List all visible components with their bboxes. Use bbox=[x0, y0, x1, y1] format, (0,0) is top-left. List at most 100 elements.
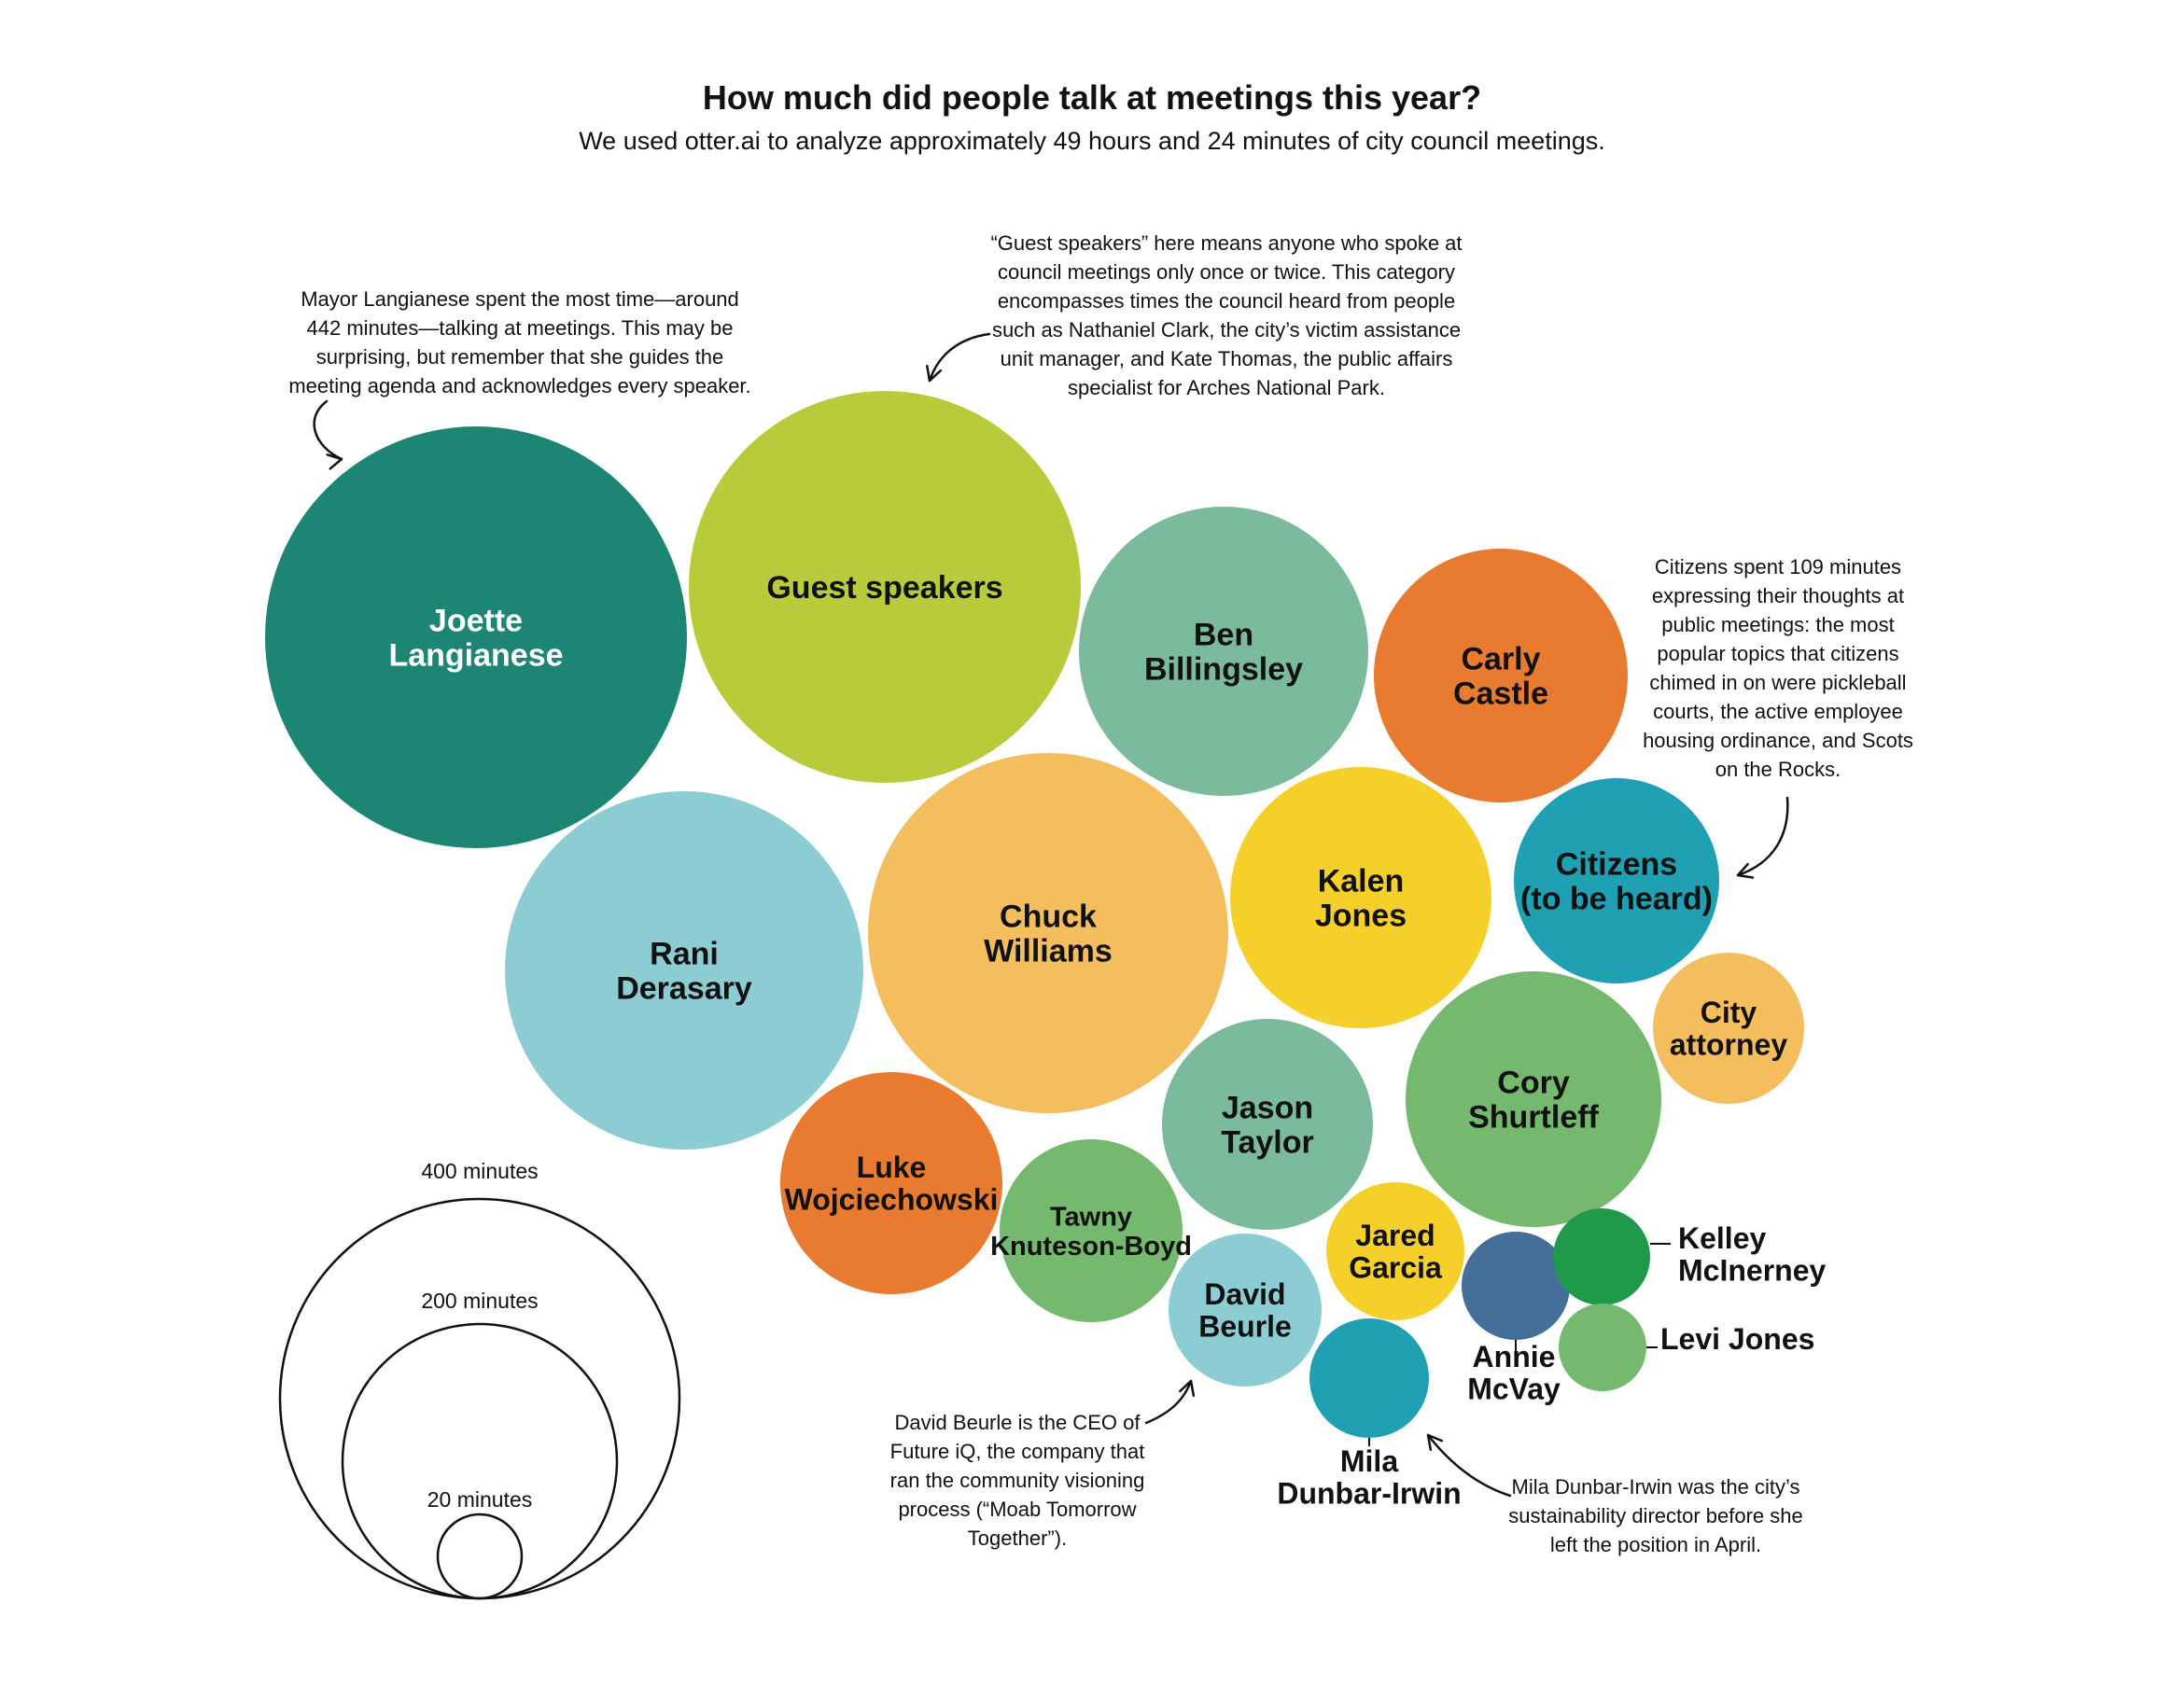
bubble-label-city-attorney: attorney bbox=[1670, 1027, 1787, 1061]
arrow-head-beurle bbox=[1179, 1379, 1196, 1397]
bubble-label-jared-garcia: Garcia bbox=[1349, 1250, 1442, 1284]
bubble-circle-jason-taylor bbox=[1162, 1019, 1373, 1230]
annotation-text-citizens: expressing their thoughts at bbox=[1652, 584, 1904, 607]
bubble-label-jason-taylor: Taylor bbox=[1221, 1124, 1314, 1160]
annotation-text-citizens: public meetings: the most bbox=[1661, 613, 1894, 636]
bubble-circle-annie-mcvay bbox=[1462, 1232, 1570, 1340]
annotation-text-citizens: popular topics that citizens bbox=[1657, 642, 1898, 665]
bubble-label-luke-wojciechowski: Wojciechowski bbox=[785, 1182, 999, 1216]
bubble-label-annie-mcvay: McVay bbox=[1467, 1373, 1561, 1406]
bubble-label-chuck-williams: Chuck bbox=[1000, 899, 1097, 935]
bubble-label-jared-garcia: Jared bbox=[1355, 1219, 1435, 1252]
annotation-text-beurle: process (“Moab Tomorrow bbox=[898, 1498, 1136, 1521]
bubble-citizens-to-be-heard: Citizens(to be heard) bbox=[1514, 778, 1719, 983]
annotation-text-guest: encompasses times the council heard from… bbox=[998, 289, 1455, 313]
annotation-text-mila: Mila Dunbar-Irwin was the city’s bbox=[1512, 1475, 1800, 1499]
bubble-circle-mila-dunbar-irwin bbox=[1309, 1318, 1429, 1438]
arrow-head-citizens bbox=[1736, 862, 1755, 879]
bubble-circle-cory-shurtleff bbox=[1406, 971, 1661, 1227]
arrow-head-mayor bbox=[326, 453, 343, 470]
legend-circle-200-minutes bbox=[341, 1322, 619, 1600]
bubble-label-joette-langianese: Joette bbox=[429, 604, 523, 639]
bubble-circle-citizens-to-be-heard bbox=[1514, 778, 1719, 983]
bubble-label-chuck-williams: Williams bbox=[984, 933, 1113, 969]
annotation-text-beurle: Together”). bbox=[968, 1527, 1067, 1550]
bubble-label-ben-billingsley: Billingsley bbox=[1144, 651, 1303, 687]
annotation-text-mayor: surprising, but remember that she guides… bbox=[316, 345, 724, 369]
bubble-label-citizens-to-be-heard: Citizens bbox=[1556, 847, 1677, 883]
bubble-label-david-beurle: David bbox=[1204, 1277, 1285, 1311]
bubble-label-mila-dunbar-irwin: Dunbar-Irwin bbox=[1277, 1477, 1461, 1511]
annotations-group: Mayor Langianese spent the most time—aro… bbox=[288, 231, 1913, 1556]
annotation-text-guest: unit manager, and Kate Thomas, the publi… bbox=[1001, 347, 1453, 370]
bubble-label-tawny-knuteson-boyd: Knuteson-Boyd bbox=[990, 1232, 1192, 1262]
bubble-label-cory-shurtleff: Cory bbox=[1497, 1066, 1570, 1101]
annotation-text-citizens: on the Rocks. bbox=[1715, 758, 1841, 781]
annotation-text-beurle: David Beurle is the CEO of bbox=[895, 1411, 1141, 1434]
bubble-label-kelley-mcinerney: McInerney bbox=[1678, 1254, 1826, 1288]
annotation-arrow-mila bbox=[1426, 1433, 1512, 1498]
annotation-text-citizens: chimed in on were pickleball bbox=[1649, 671, 1906, 694]
annotation-guest: “Guest speakers” here means anyone who s… bbox=[926, 231, 1463, 399]
bubble-label-levi-jones: Levi Jones bbox=[1660, 1322, 1814, 1356]
annotation-mayor: Mayor Langianese spent the most time—aro… bbox=[288, 287, 751, 470]
legend-label-20-minutes: 20 minutes bbox=[427, 1487, 533, 1512]
bubble-circle-ben-billingsley bbox=[1079, 507, 1368, 796]
bubble-label-citizens-to-be-heard: (to be heard) bbox=[1520, 881, 1713, 916]
annotation-text-beurle: ran the community visioning bbox=[890, 1469, 1145, 1492]
bubble-levi-jones: Levi Jones bbox=[1559, 1304, 1814, 1391]
bubble-label-kalen-jones: Jones bbox=[1315, 898, 1407, 933]
annotation-text-guest: such as Nathaniel Clark, the city’s vict… bbox=[992, 318, 1461, 342]
bubble-label-luke-wojciechowski: Luke bbox=[857, 1150, 927, 1184]
annotation-beurle: David Beurle is the CEO of Future iQ, the… bbox=[890, 1379, 1196, 1550]
bubble-label-joette-langianese: Langianese bbox=[388, 637, 563, 673]
annotation-citizens: Citizens spent 109 minutes expressing the… bbox=[1643, 555, 1913, 879]
bubble-label-jason-taylor: Jason bbox=[1222, 1091, 1313, 1126]
annotation-text-guest: “Guest speakers” here means anyone who s… bbox=[990, 231, 1462, 255]
chart-subtitle: We used otter.ai to analyze approximatel… bbox=[579, 127, 1605, 155]
bubble-circle-chuck-williams bbox=[868, 753, 1228, 1113]
annotation-text-citizens: Citizens spent 109 minutes bbox=[1655, 555, 1901, 579]
annotation-arrow-beurle bbox=[1144, 1379, 1193, 1425]
annotation-mila: Mila Dunbar-Irwin was the city’s sustaina… bbox=[1426, 1433, 1803, 1556]
bubble-label-carly-castle: Castle bbox=[1453, 676, 1548, 711]
bubble-circle-kelley-mcinerney bbox=[1553, 1208, 1650, 1305]
bubble-circle-david-beurle bbox=[1169, 1234, 1322, 1387]
bubble-circle-joette-langianese bbox=[265, 426, 687, 848]
bubble-circle-jared-garcia bbox=[1326, 1182, 1464, 1320]
bubble-label-annie-mcvay: Annie bbox=[1473, 1340, 1556, 1373]
bubble-circle-city-attorney bbox=[1653, 953, 1804, 1104]
annotation-text-guest: specialist for Arches National Park. bbox=[1068, 376, 1385, 399]
annotation-arrow-mayor bbox=[313, 399, 343, 461]
bubble-circle-carly-castle bbox=[1374, 549, 1628, 802]
bubble-guest-speakers: Guest speakers bbox=[689, 391, 1081, 783]
annotation-text-mayor: Mayor Langianese spent the most time—aro… bbox=[301, 287, 739, 311]
bubble-circle-luke-wojciechowski bbox=[780, 1072, 1002, 1294]
bubble-circle-kalen-jones bbox=[1230, 767, 1491, 1028]
legend-circle-400-minutes bbox=[278, 1197, 681, 1600]
bubble-label-kalen-jones: Kalen bbox=[1318, 864, 1405, 899]
arrow-head-guest bbox=[926, 364, 943, 383]
annotation-arrow-guest bbox=[928, 332, 991, 383]
annotation-text-citizens: housing ordinance, and Scots bbox=[1643, 729, 1913, 752]
annotation-text-mayor: 442 minutes—talking at meetings. This ma… bbox=[307, 316, 734, 340]
chart-title: How much did people talk at meetings thi… bbox=[703, 78, 1481, 117]
legend-label-200-minutes: 200 minutes bbox=[421, 1289, 538, 1313]
bubble-label-kelley-mcinerney: Kelley bbox=[1678, 1221, 1766, 1255]
arrow-head-mila bbox=[1426, 1433, 1444, 1451]
